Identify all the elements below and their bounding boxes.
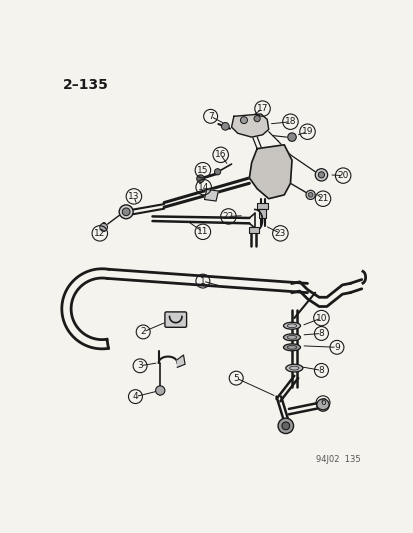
Circle shape <box>240 117 247 124</box>
Circle shape <box>316 399 328 411</box>
Text: 7: 7 <box>207 112 213 121</box>
Circle shape <box>278 418 293 433</box>
Text: 18: 18 <box>284 117 295 126</box>
Text: 2: 2 <box>140 327 146 336</box>
Polygon shape <box>204 189 218 201</box>
FancyBboxPatch shape <box>164 312 186 327</box>
Text: 16: 16 <box>214 150 226 159</box>
Text: 8: 8 <box>318 366 323 375</box>
Text: 5: 5 <box>233 374 238 383</box>
Text: 9: 9 <box>333 343 339 352</box>
Circle shape <box>221 123 229 130</box>
Ellipse shape <box>283 344 300 351</box>
Text: 15: 15 <box>197 166 208 175</box>
Text: 4: 4 <box>132 392 138 401</box>
Ellipse shape <box>283 322 300 329</box>
Text: 21: 21 <box>316 194 328 203</box>
Circle shape <box>281 422 289 430</box>
Text: 94J02  135: 94J02 135 <box>315 455 359 464</box>
Text: 19: 19 <box>301 127 313 136</box>
Text: 17: 17 <box>256 104 268 113</box>
Circle shape <box>155 386 164 395</box>
Circle shape <box>214 168 220 175</box>
Circle shape <box>100 223 107 231</box>
Circle shape <box>122 208 130 216</box>
Ellipse shape <box>285 364 302 372</box>
Text: 1: 1 <box>199 277 205 286</box>
Text: 13: 13 <box>128 192 139 201</box>
Polygon shape <box>177 355 185 367</box>
Circle shape <box>287 133 296 141</box>
Polygon shape <box>249 145 291 199</box>
Text: 22: 22 <box>222 212 233 221</box>
Bar <box>248 227 259 233</box>
Ellipse shape <box>283 334 300 341</box>
Text: 8: 8 <box>318 329 323 338</box>
Text: 3: 3 <box>137 361 142 370</box>
Text: 12: 12 <box>94 229 105 238</box>
Text: 10: 10 <box>315 313 326 322</box>
Bar <box>259 209 265 218</box>
Text: 6: 6 <box>319 398 325 407</box>
Circle shape <box>305 190 314 199</box>
Text: 11: 11 <box>197 227 208 236</box>
Circle shape <box>318 172 324 178</box>
Circle shape <box>254 116 260 122</box>
Text: 14: 14 <box>197 183 209 192</box>
Text: 23: 23 <box>274 229 285 238</box>
Circle shape <box>308 192 312 197</box>
Polygon shape <box>231 114 268 137</box>
Circle shape <box>119 205 133 219</box>
Text: 2–135: 2–135 <box>62 78 108 92</box>
Bar <box>256 203 267 209</box>
Circle shape <box>314 168 327 181</box>
Text: 20: 20 <box>337 171 348 180</box>
Circle shape <box>196 175 204 182</box>
